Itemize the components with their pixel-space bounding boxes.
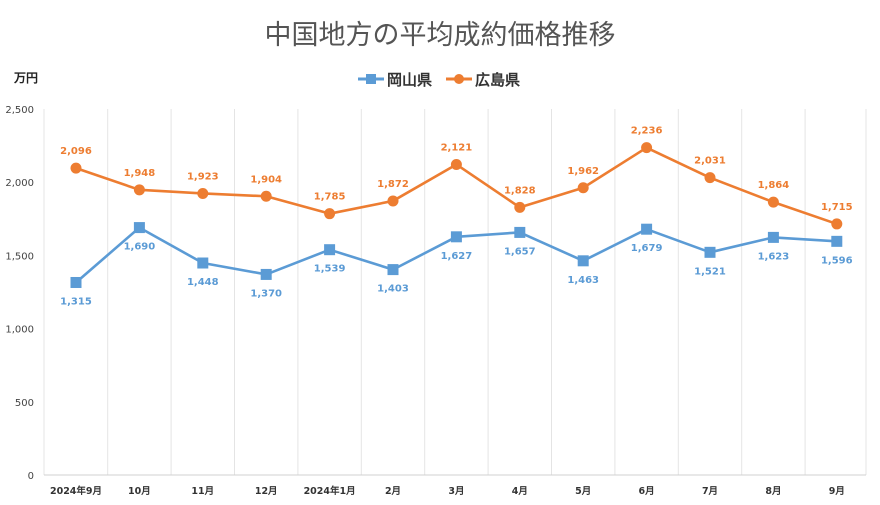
data-point-okayama <box>197 257 209 269</box>
legend-label-okayama: 岡山県 <box>387 71 432 89</box>
y-axis-unit-label: 万円 <box>13 71 38 85</box>
data-label: 1,690 <box>124 242 156 253</box>
data-label: 1,904 <box>250 174 282 185</box>
data-point-okayama <box>324 244 336 256</box>
data-label: 1,962 <box>567 166 599 177</box>
data-labels-layer: 1,315 1,690 1,448 1,370 1,539 1,403 1,627 1,657… <box>60 126 852 308</box>
x-tick-label: 3月 <box>448 486 464 497</box>
data-label: 1,785 <box>314 192 346 203</box>
y-tick-label: 2,500 <box>5 105 34 116</box>
x-tick-label: 2月 <box>385 486 401 497</box>
legend-item-okayama: 岡山県 <box>358 71 432 89</box>
legend: 岡山県 広島県 <box>358 71 520 89</box>
data-label: 1,679 <box>631 243 663 254</box>
data-point-okayama <box>260 268 272 280</box>
data-point-hiroshima <box>831 218 843 230</box>
data-label: 1,948 <box>124 168 156 179</box>
data-label: 1,872 <box>377 179 409 190</box>
data-label: 2,096 <box>60 146 92 157</box>
legend-marker-hiroshima <box>454 74 464 84</box>
y-tick-label: 500 <box>15 398 34 409</box>
x-axis-ticks: 2024年9月 10月 11月 12月 2024年1月 2月 3月 4月 5月 6月 7月 8月 9月 <box>50 485 845 497</box>
data-label: 1,370 <box>250 288 282 299</box>
data-point-hiroshima <box>450 158 462 170</box>
data-label: 2,236 <box>631 126 663 137</box>
chart-title: 中国地方の平均成約価格推移 <box>265 20 616 51</box>
data-point-hiroshima <box>641 142 653 154</box>
x-tick-label: 9月 <box>829 486 845 497</box>
data-label: 1,463 <box>567 275 599 286</box>
y-tick-label: 2,000 <box>5 178 34 189</box>
data-label: 1,448 <box>187 277 219 288</box>
legend-item-hiroshima: 広島県 <box>446 71 520 89</box>
data-point-hiroshima <box>387 195 399 207</box>
data-point-okayama <box>831 235 843 247</box>
x-tick-label: 6月 <box>639 486 655 497</box>
y-tick-label: 1,000 <box>5 325 34 336</box>
data-point-hiroshima <box>260 190 272 202</box>
data-label: 1,864 <box>758 180 790 191</box>
x-tick-label: 12月 <box>255 486 278 497</box>
series-layer <box>70 142 843 288</box>
data-label: 1,828 <box>504 185 536 196</box>
legend-marker-okayama <box>366 74 376 84</box>
x-tick-label: 2024年1月 <box>304 485 356 497</box>
data-label: 2,031 <box>694 156 726 167</box>
data-point-okayama <box>704 246 716 258</box>
y-tick-label: 1,500 <box>5 251 34 262</box>
vertical-gridlines <box>43 109 867 476</box>
data-label: 1,403 <box>377 284 409 295</box>
data-label: 1,657 <box>504 246 536 257</box>
x-tick-label: 4月 <box>512 486 528 497</box>
data-point-okayama <box>70 276 82 288</box>
data-label: 1,715 <box>821 202 853 213</box>
data-label: 1,521 <box>694 266 726 277</box>
data-label: 1,623 <box>758 251 790 262</box>
data-label: 1,596 <box>821 255 853 266</box>
data-point-hiroshima <box>324 208 336 220</box>
data-label: 2,121 <box>441 142 473 153</box>
y-axis-ticks: 0 500 1,000 1,500 2,000 2,500 <box>5 105 34 482</box>
data-point-hiroshima <box>577 182 589 194</box>
legend-label-hiroshima: 広島県 <box>475 71 520 89</box>
data-label: 1,539 <box>314 264 346 275</box>
y-tick-label: 0 <box>28 471 34 482</box>
x-tick-label: 2024年9月 <box>50 485 102 497</box>
data-point-okayama <box>514 226 526 238</box>
data-point-hiroshima <box>514 201 526 213</box>
data-point-okayama <box>641 223 653 235</box>
x-tick-label: 7月 <box>702 486 718 497</box>
x-tick-label: 5月 <box>575 486 591 497</box>
data-point-okayama <box>387 264 399 276</box>
data-label: 1,315 <box>60 296 92 307</box>
data-label: 1,923 <box>187 171 219 182</box>
x-tick-label: 8月 <box>765 486 781 497</box>
data-point-hiroshima <box>704 172 716 184</box>
data-point-hiroshima <box>767 196 779 208</box>
x-tick-label: 10月 <box>128 486 151 497</box>
data-point-hiroshima <box>70 162 82 174</box>
data-label: 1,627 <box>441 251 473 262</box>
data-point-hiroshima <box>133 184 145 196</box>
x-tick-label: 11月 <box>191 486 214 497</box>
data-point-okayama <box>767 231 779 243</box>
data-point-okayama <box>577 255 589 267</box>
data-point-okayama <box>133 222 145 234</box>
data-point-okayama <box>450 231 462 243</box>
data-point-hiroshima <box>197 187 209 199</box>
